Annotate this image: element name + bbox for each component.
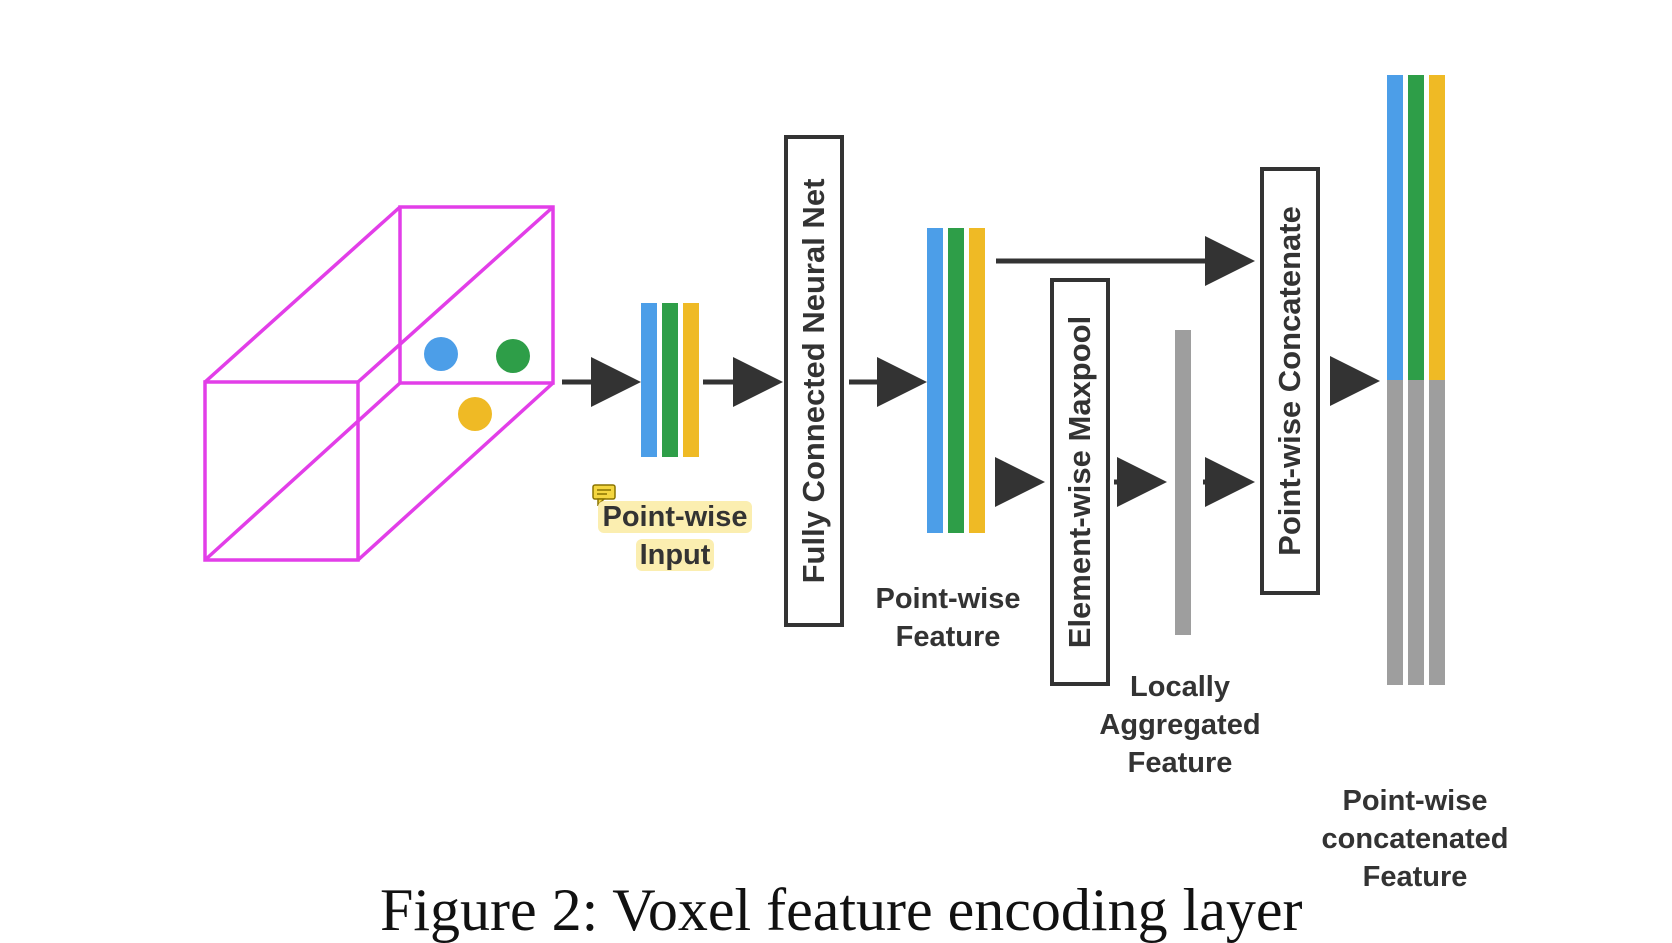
cube-back-face bbox=[398, 205, 555, 385]
pointwise-feature-bars bbox=[927, 228, 985, 533]
fcn-box: Fully Connected Neural Net bbox=[784, 135, 844, 627]
pointwise-feature-line1: Point-wise bbox=[875, 583, 1021, 615]
diagram-canvas bbox=[203, 75, 1445, 685]
figure-caption: Figure 2: Voxel feature encoding layer bbox=[380, 877, 1303, 943]
concatenated-line2: concatenated bbox=[1321, 823, 1509, 855]
cube-edge-top-right bbox=[356, 205, 555, 384]
aggregated-line2: Aggregated bbox=[1099, 709, 1261, 741]
maxpool-box: Element-wise Maxpool bbox=[1050, 278, 1110, 686]
pointwise-input-bars bbox=[641, 303, 699, 457]
aggregated-line3: Feature bbox=[1127, 747, 1233, 779]
maxpool-label: Element-wise Maxpool bbox=[1062, 315, 1097, 649]
concat-bar-gray-1 bbox=[1387, 380, 1403, 685]
concatenated-line3: Feature bbox=[1362, 861, 1468, 893]
feature-bar-blue bbox=[927, 228, 943, 533]
concat-bar-yellow bbox=[1429, 75, 1445, 380]
aggregated-line1: Locally bbox=[1130, 671, 1230, 703]
cube-edge-bottom-right bbox=[356, 381, 555, 562]
pointwise-feature-label: Point-wise Feature bbox=[858, 580, 1038, 656]
cube-front-face bbox=[203, 380, 360, 562]
feature-bar-green bbox=[948, 228, 964, 533]
concatenated-line1: Point-wise bbox=[1342, 785, 1488, 817]
cube-edge-top-left bbox=[203, 205, 402, 384]
yellow-point bbox=[458, 397, 492, 431]
cube-edge-bottom-left bbox=[203, 381, 402, 562]
concat-bar-green bbox=[1408, 75, 1424, 380]
blue-point bbox=[424, 337, 458, 371]
feature-bar-yellow bbox=[969, 228, 985, 533]
concatenated-feature-bars bbox=[1387, 75, 1445, 685]
voxel-cube bbox=[203, 205, 555, 562]
fcn-label: Fully Connected Neural Net bbox=[796, 178, 831, 584]
concat-label: Point-wise Concatenate bbox=[1272, 206, 1307, 556]
aggregated-feature-bar bbox=[1175, 330, 1191, 635]
comment-icon[interactable] bbox=[592, 484, 616, 506]
pointwise-input-line2: Input bbox=[635, 539, 715, 571]
concat-bar-blue bbox=[1387, 75, 1403, 380]
concat-box: Point-wise Concatenate bbox=[1260, 167, 1320, 595]
input-bar-blue bbox=[641, 303, 657, 457]
input-bar-yellow bbox=[683, 303, 699, 457]
concatenated-feature-label: Point-wise concatenated Feature bbox=[1300, 782, 1530, 896]
concat-bar-gray-2 bbox=[1408, 380, 1424, 685]
aggregated-feature-label: Locally Aggregated Feature bbox=[1080, 668, 1280, 782]
pointwise-feature-line2: Feature bbox=[895, 621, 1001, 653]
pointwise-input-label: Point-wise Input bbox=[585, 498, 765, 574]
concat-bar-gray-3 bbox=[1429, 380, 1445, 685]
input-bar-green bbox=[662, 303, 678, 457]
pointwise-input-line1: Point-wise bbox=[598, 501, 752, 533]
green-point bbox=[496, 339, 530, 373]
